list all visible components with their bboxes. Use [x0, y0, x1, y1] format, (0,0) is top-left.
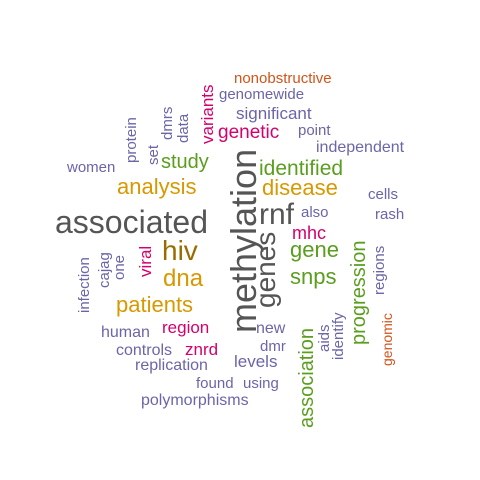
word-associated: associated [55, 204, 208, 240]
word-association: association [296, 327, 318, 428]
word-region: region [162, 318, 210, 337]
word-data: data [175, 113, 192, 143]
word-levels: levels [234, 352, 278, 371]
word-genomic: genomic [379, 313, 395, 366]
word-using: using [243, 375, 279, 392]
word-found: found [196, 375, 234, 392]
word-genes: genes [250, 231, 281, 308]
word-infection: infection [76, 257, 93, 313]
word-women: women [67, 159, 116, 176]
word-snps: snps [290, 264, 337, 289]
word-mhc: mhc [292, 223, 327, 243]
word-controls: controls [116, 342, 173, 359]
word-polymorphisms: polymorphisms [141, 392, 249, 409]
word-rnf: rnf [259, 198, 295, 231]
word-nonobstructive: nonobstructive [234, 70, 332, 87]
word-dna: dna [163, 265, 204, 292]
word-independent: independent [316, 139, 405, 156]
word-protein: protein [123, 117, 140, 163]
word-identified: identified [259, 157, 344, 180]
word-progression: progression [348, 240, 370, 345]
word-viral: viral [136, 245, 155, 277]
word-gene: gene [290, 237, 339, 262]
word-dmr: dmr [260, 338, 286, 355]
word-one: one [111, 254, 128, 280]
word-point: point [298, 122, 331, 139]
word-cells: cells [368, 186, 399, 203]
word-dmrs: dmrs [159, 106, 176, 140]
word-identify: identify [330, 312, 347, 360]
word-regions: regions [371, 245, 388, 295]
word-analysis: analysis [117, 174, 197, 199]
word-replication: replication [135, 357, 208, 374]
word-genetic: genetic [218, 122, 280, 143]
word-new: new [256, 320, 286, 337]
word-disease: disease [262, 175, 338, 200]
word-rash: rash [375, 206, 405, 223]
word-study: study [161, 151, 209, 173]
word-patients: patients [116, 292, 194, 317]
word-human: human [101, 324, 150, 341]
word-hiv: hiv [162, 235, 198, 266]
word-variants: variants [198, 84, 217, 144]
word-also: also [301, 204, 329, 221]
word-significant: significant [236, 104, 312, 123]
word-genomewide: genomewide [219, 86, 305, 103]
word-set: set [145, 144, 162, 165]
word-cajag: cajag [96, 252, 113, 288]
word-znrd: znrd [185, 340, 219, 359]
